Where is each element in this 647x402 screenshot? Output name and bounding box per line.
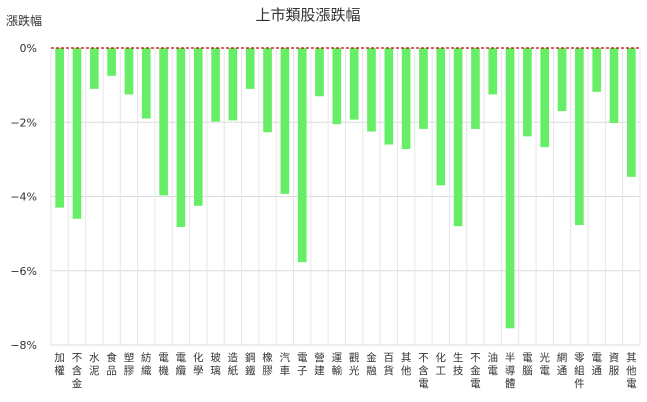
x-category-label: 觀光	[349, 352, 360, 377]
x-category-label: 運輸	[332, 352, 343, 377]
bar-化學	[193, 48, 203, 206]
x-category-label: 化工	[436, 351, 447, 377]
x-category-label: 油電	[488, 351, 499, 377]
x-category-label: 電子	[297, 352, 308, 377]
x-category-label: 電機	[158, 352, 169, 377]
bar-玻璃	[211, 48, 220, 122]
x-category-label: 造紙	[228, 351, 239, 377]
y-axis-label: 漲跌幅	[6, 13, 42, 28]
bar-汽車	[280, 48, 290, 194]
y-tick-label: −2%	[10, 116, 37, 129]
x-category-label: 不金電	[470, 352, 481, 390]
bar-造紙	[228, 48, 238, 121]
bar-化工	[436, 48, 446, 186]
bar-其他電	[627, 48, 636, 177]
x-category-label: 不含金	[72, 352, 83, 390]
y-tick-labels: 0% −2% −4% −6% −8%	[10, 42, 37, 352]
bar-金融	[367, 48, 376, 132]
x-category-label: 金融	[366, 351, 377, 377]
x-category-label: 網通	[557, 351, 568, 377]
x-category-label: 橡膠	[262, 351, 273, 377]
bar-觀光	[349, 48, 359, 120]
bar-不含金	[72, 48, 82, 219]
y-tick-label: −4%	[10, 191, 37, 204]
bar-生技	[453, 48, 463, 227]
x-category-label: 玻璃	[210, 351, 221, 377]
x-category-label: 水泥	[89, 352, 100, 377]
bars	[55, 48, 636, 329]
bar-電子	[297, 48, 307, 263]
bar-電腦	[523, 48, 532, 137]
bar-水泥	[89, 48, 99, 89]
bar-紡織	[141, 48, 151, 119]
bar-油電	[488, 48, 498, 95]
y-tick-label: 0%	[20, 42, 37, 55]
y-tick-label: −6%	[10, 265, 37, 278]
x-category-label: 不含電	[418, 352, 429, 390]
bar-加權	[55, 48, 64, 208]
bar-橡膠	[263, 48, 272, 133]
x-category-labels: 加權不含金水泥食品塑膠紡織電機電纜化學玻璃造紙鋼鐵橡膠汽車電子營建運輸觀光金融百…	[54, 351, 637, 390]
bar-電機	[159, 48, 168, 196]
x-category-label: 資服	[609, 352, 620, 377]
bar-其他	[401, 48, 411, 149]
bar-營建	[315, 48, 324, 97]
gridlines	[50, 48, 641, 346]
bar-光電	[540, 48, 550, 148]
x-category-label: 食品	[106, 351, 117, 377]
x-category-label: 電纜	[176, 352, 187, 377]
x-category-label: 電通	[591, 352, 602, 377]
x-category-label: 其他電	[626, 352, 637, 390]
bar-半導體	[505, 48, 515, 329]
bar-網通	[557, 48, 567, 112]
x-category-label: 鋼鐵	[245, 351, 256, 377]
x-category-label: 加權	[54, 352, 65, 377]
bar-電通	[592, 48, 602, 92]
bar-百貨	[384, 48, 394, 145]
bar-食品	[107, 48, 116, 76]
x-category-label: 其他	[401, 352, 412, 377]
bar-不含電	[419, 48, 428, 129]
bar-鋼鐵	[245, 48, 255, 89]
x-category-label: 塑膠	[124, 351, 135, 377]
x-category-label: 百貨	[384, 352, 395, 377]
x-category-label: 半導體	[505, 351, 516, 390]
x-category-label: 紡織	[141, 351, 152, 377]
bar-資服	[609, 48, 619, 123]
bar-運輸	[332, 48, 342, 125]
x-category-label: 光電	[539, 351, 550, 377]
x-category-label: 汽車	[280, 351, 291, 377]
x-category-label: 零組件	[574, 352, 585, 390]
bar-零組件	[575, 48, 584, 226]
bar-塑膠	[124, 48, 134, 95]
bar-電纜	[176, 48, 186, 227]
chart-title: 上市類股漲跌幅	[255, 6, 360, 24]
x-category-label: 化學	[193, 351, 204, 377]
bar-不金電	[471, 48, 480, 129]
x-category-label: 營建	[314, 351, 325, 377]
y-tick-label: −8%	[10, 339, 37, 352]
x-category-label: 電腦	[522, 352, 533, 377]
x-category-label: 生技	[453, 351, 464, 377]
